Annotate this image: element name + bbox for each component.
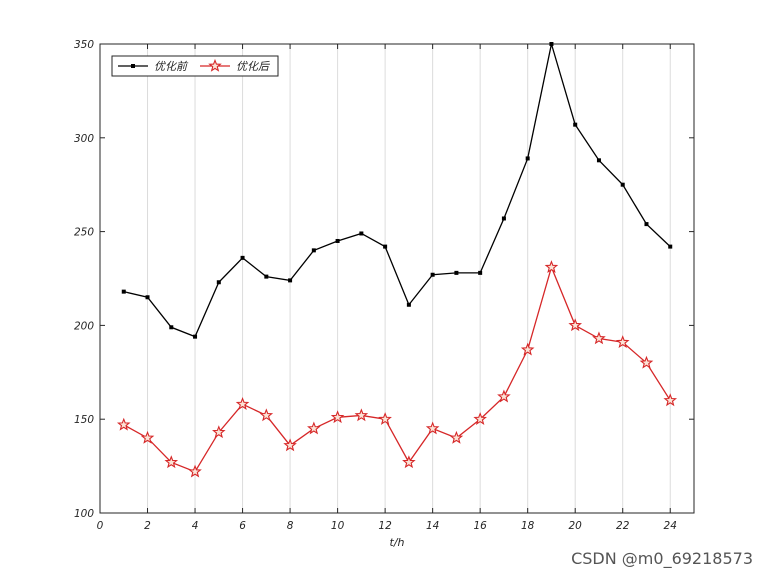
x-tick-label: 8 — [287, 520, 294, 532]
series-2 — [116, 260, 678, 478]
legend-label: 优化前 — [154, 60, 189, 73]
x-tick-label: 22 — [616, 520, 630, 532]
point-marker — [573, 122, 578, 127]
point-marker — [596, 158, 601, 163]
y-tick-label: 250 — [74, 227, 94, 239]
point-marker — [311, 248, 316, 253]
star-marker — [449, 430, 464, 444]
star-marker — [615, 335, 630, 349]
series-line — [123, 43, 671, 338]
point-marker — [359, 231, 364, 236]
plot-area-frame — [99, 43, 695, 514]
star-marker — [235, 397, 250, 410]
star-marker — [307, 421, 321, 435]
point-marker — [478, 270, 483, 275]
x-tick-label: 14 — [426, 520, 439, 532]
x-tick-label: 6 — [239, 520, 246, 532]
series-group — [116, 42, 678, 478]
series-line — [123, 265, 671, 473]
grid-lines — [147, 44, 671, 513]
point-marker — [501, 216, 506, 221]
watermark: CSDN @m0_69218573 — [571, 549, 753, 568]
y-tick-label: 300 — [74, 133, 94, 145]
point-marker — [216, 280, 221, 285]
star-marker — [378, 412, 392, 425]
point-marker — [668, 244, 673, 249]
star-marker — [568, 318, 582, 332]
point-marker — [525, 156, 530, 161]
star-marker — [212, 425, 226, 439]
point-marker-legend — [131, 64, 135, 68]
point-marker — [193, 334, 198, 339]
x-tick-label: 0 — [97, 520, 104, 532]
x-axis-label: t/h — [390, 536, 405, 549]
star-marker — [330, 410, 345, 424]
point-marker — [644, 222, 649, 227]
series-1 — [121, 42, 673, 339]
star-marker — [592, 331, 606, 345]
star-marker — [140, 430, 155, 444]
legend-item-2: 优化后 — [200, 58, 271, 73]
star-marker — [473, 412, 487, 425]
y-tick-label: 350 — [74, 39, 94, 51]
star-marker — [116, 417, 131, 431]
legend-label: 优化后 — [236, 60, 271, 73]
y-tick-label: 150 — [74, 414, 94, 426]
x-tick-label: 10 — [331, 520, 345, 532]
point-marker — [406, 302, 411, 307]
legend-item-1: 优化前 — [118, 60, 189, 73]
point-marker — [383, 244, 388, 249]
x-tick-label: 20 — [569, 520, 583, 532]
point-marker — [240, 255, 245, 260]
star-marker — [283, 438, 297, 452]
point-marker — [454, 270, 459, 275]
point-marker — [430, 272, 435, 277]
star-marker — [188, 464, 202, 478]
star-marker — [639, 355, 654, 369]
star-marker — [354, 408, 369, 422]
point-marker — [264, 274, 269, 279]
star-marker — [425, 421, 440, 435]
x-tick-label: 16 — [473, 520, 487, 532]
point-marker — [549, 42, 554, 46]
point-marker — [335, 238, 340, 243]
star-marker — [520, 342, 535, 356]
point-marker — [288, 278, 293, 283]
x-tick-label: 2 — [144, 520, 151, 532]
star-marker — [164, 455, 179, 469]
legend-box — [111, 55, 279, 77]
legend: 优化前 优化后 — [111, 55, 279, 77]
point-marker — [169, 325, 174, 330]
y-tick-label: 100 — [74, 508, 94, 520]
point-marker — [121, 289, 126, 294]
point-marker — [620, 182, 625, 187]
star-marker — [497, 389, 511, 403]
x-tick-label: 12 — [378, 520, 392, 532]
x-tick-label: 18 — [521, 520, 535, 532]
star-marker — [259, 408, 274, 422]
point-marker — [145, 295, 150, 300]
star-marker-legend — [208, 58, 222, 72]
star-marker — [402, 455, 416, 469]
star-marker — [663, 393, 678, 407]
x-tick-label: 4 — [192, 520, 199, 532]
x-tick-label: 24 — [664, 520, 677, 532]
y-tick-label: 200 — [74, 320, 94, 332]
star-marker — [544, 260, 559, 274]
